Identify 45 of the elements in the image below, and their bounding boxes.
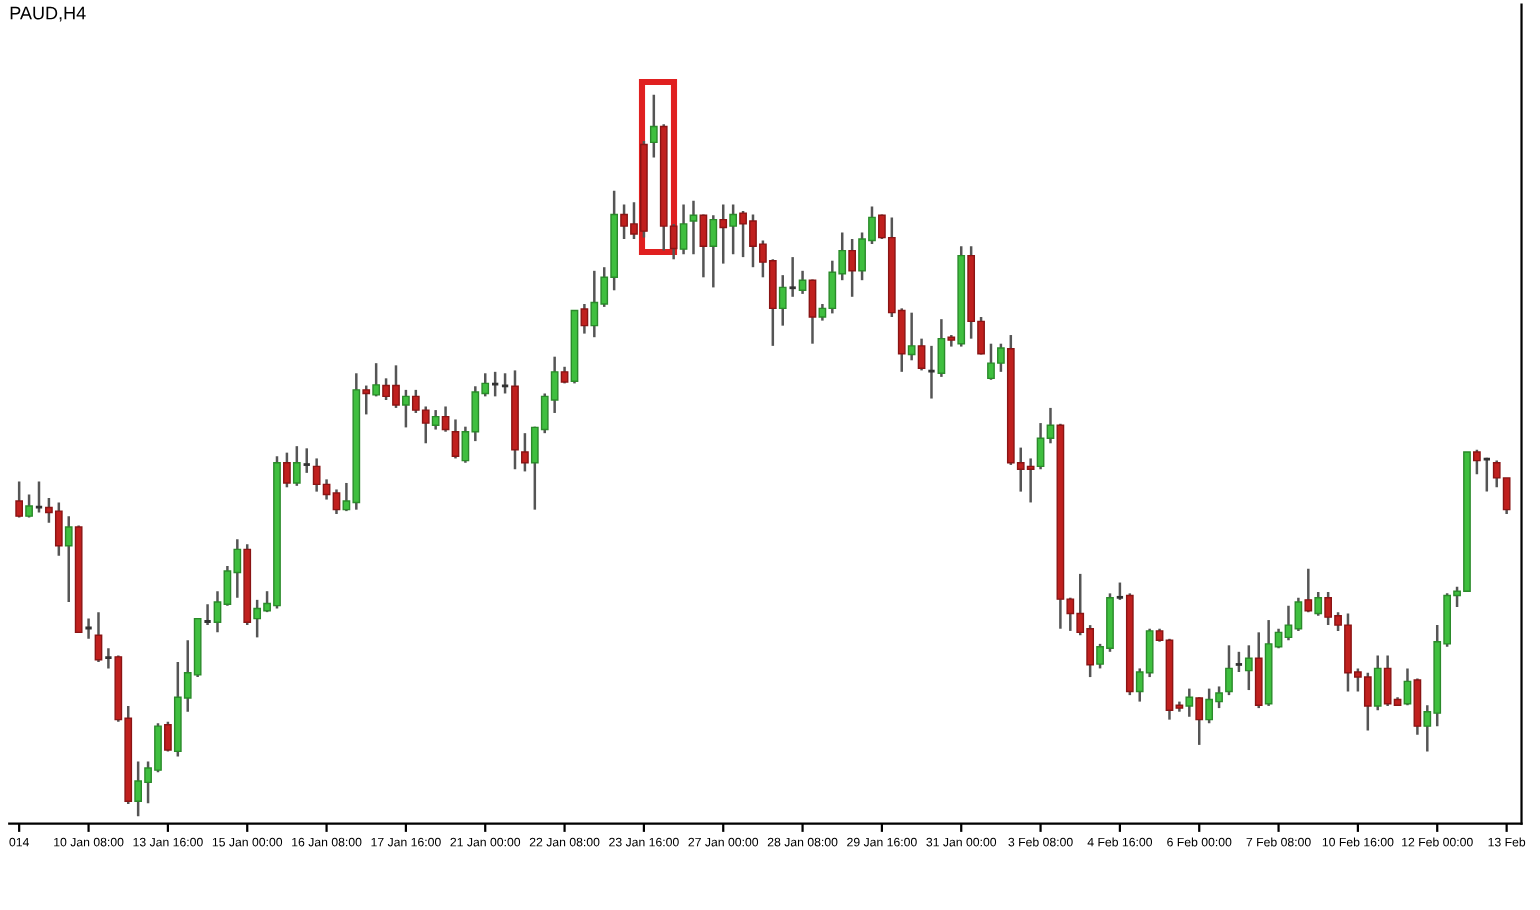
candlestick [402, 388, 410, 429]
candlestick [1314, 590, 1323, 617]
candlestick [25, 493, 33, 519]
candlestick [937, 317, 946, 379]
candlestick [164, 720, 172, 753]
candlestick [709, 214, 718, 289]
candlestick [451, 418, 460, 460]
candlestick [362, 384, 371, 416]
candlestick [15, 480, 24, 519]
candlestick [788, 255, 798, 299]
candlestick [917, 337, 926, 372]
candlestick [203, 602, 213, 627]
candlestick [103, 646, 113, 670]
candlestick [1304, 567, 1313, 614]
candlestick [729, 203, 738, 256]
candlestick [699, 213, 708, 279]
candlestick [372, 361, 381, 398]
candlestick [649, 93, 658, 159]
candlestick [1254, 631, 1263, 710]
candlestick [441, 405, 450, 433]
candlestick [1195, 696, 1204, 747]
candlestick [1413, 677, 1422, 737]
candlestick [1482, 456, 1492, 493]
candlestick [580, 302, 589, 335]
candlestick [292, 444, 301, 488]
candlestick [1473, 448, 1481, 476]
candlestick [302, 447, 312, 475]
candlestick [431, 408, 440, 431]
candlestick [521, 431, 529, 473]
candlestick [283, 451, 291, 489]
candlestick [1244, 644, 1253, 692]
candlestick [1373, 654, 1382, 712]
candlestick [689, 199, 698, 256]
candlestick [34, 480, 44, 514]
candlestick [64, 514, 73, 604]
candlestick [848, 237, 857, 299]
candlestick [808, 278, 817, 345]
candlestick [1225, 644, 1233, 697]
candlestick [679, 203, 688, 256]
candlestick [778, 273, 787, 327]
candlestick [907, 311, 916, 362]
candlestick [1234, 650, 1244, 674]
candlestick [719, 203, 728, 265]
chart-title: PAUD,H4 [10, 6, 86, 22]
candlestick [1185, 687, 1194, 719]
